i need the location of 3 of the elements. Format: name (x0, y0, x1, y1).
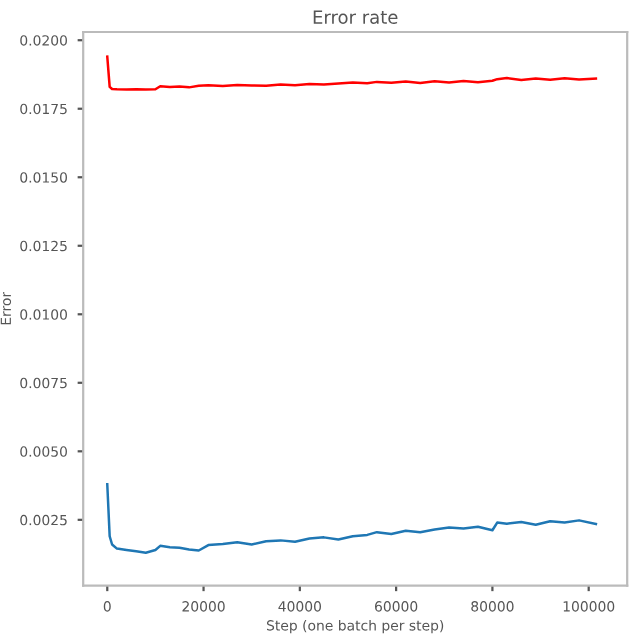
chart-title: Error rate (313, 10, 398, 24)
line-series (106, 482, 598, 554)
line-series (106, 55, 598, 91)
